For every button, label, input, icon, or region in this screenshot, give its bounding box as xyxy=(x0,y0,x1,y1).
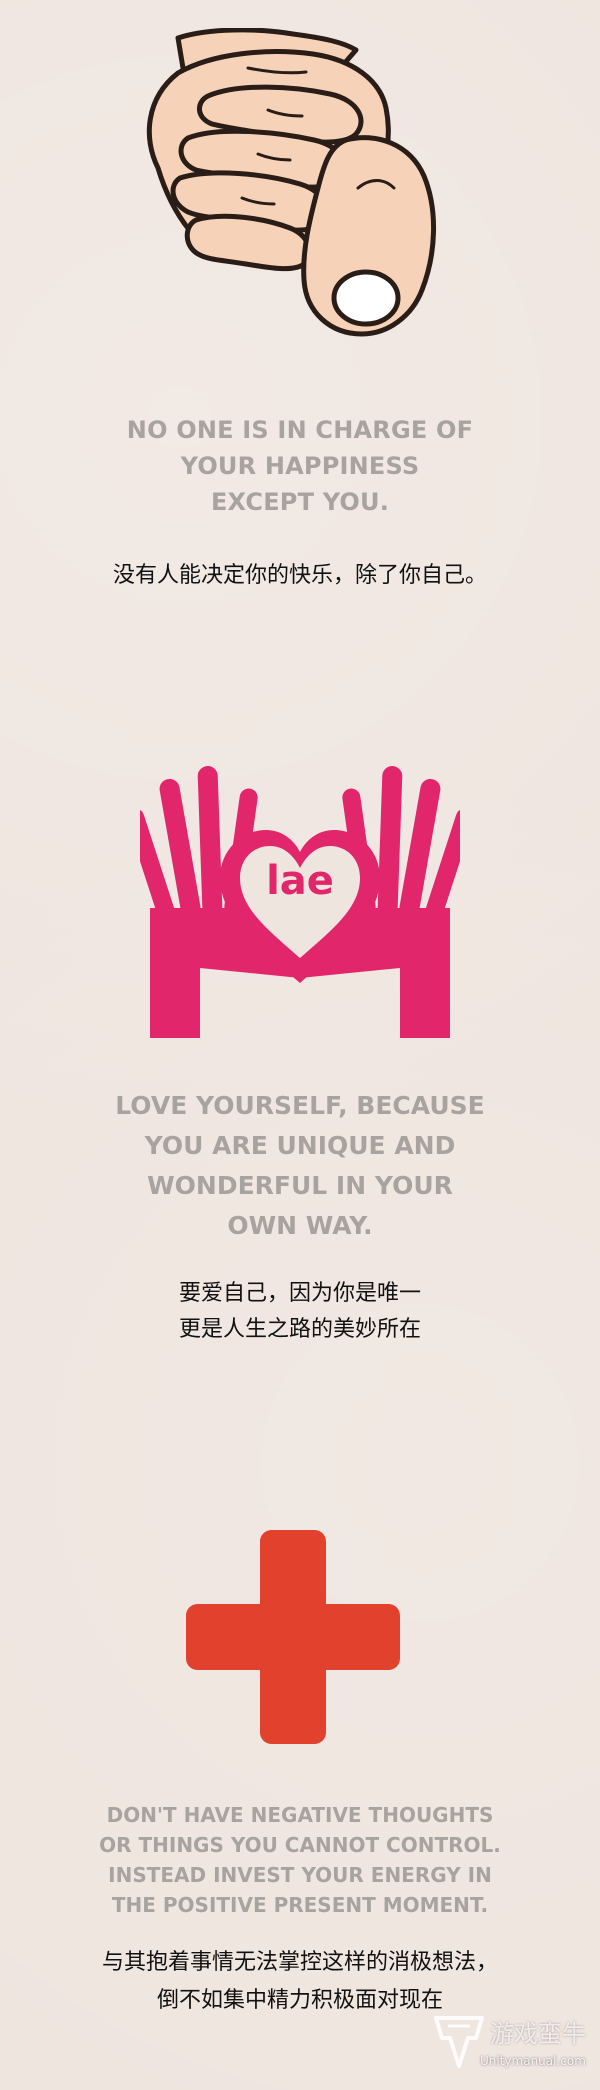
pointing-hand-icon xyxy=(146,28,437,337)
caption-english-line: EXCEPT YOU. xyxy=(210,488,390,516)
caption-chinese-line: 要爱自己，因为你是唯一 xyxy=(178,1281,421,1306)
watermark-title: 游戏蛮牛 xyxy=(490,2020,586,2048)
caption-english-line: THE POSITIVE PRESENT MOMENT. xyxy=(111,1893,489,1917)
watermark-url: Unitymanual.com xyxy=(480,2054,586,2068)
caption-english-line: OR THINGS YOU CANNOT CONTROL. xyxy=(99,1833,501,1857)
heart-hands-icon: lae xyxy=(140,766,460,1038)
caption-english-line: YOUR HAPPINESS xyxy=(180,452,420,480)
caption-chinese-3: 与其抱着事情无法掌控这样的消极想法， 倒不如集中精力积极面对现在 xyxy=(30,1944,570,2020)
caption-english-line: WONDERFUL IN YOUR xyxy=(147,1171,453,1200)
caption-chinese-line: 更是人生之路的美妙所在 xyxy=(178,1317,421,1342)
caption-english-line: INSTEAD INVEST YOUR ENERGY IN xyxy=(108,1863,492,1887)
caption-english-line: YOU ARE UNIQUE AND xyxy=(144,1131,456,1160)
heart-text: lae xyxy=(266,858,334,904)
watermark-logo-icon xyxy=(434,2016,484,2068)
caption-english-line: OWN WAY. xyxy=(227,1211,373,1240)
caption-english-line: NO ONE IS IN CHARGE OF xyxy=(126,416,474,444)
red-cross-icon xyxy=(186,1530,400,1744)
caption-chinese-line: 与其抱着事情无法掌控这样的消极想法， xyxy=(101,1950,498,1975)
caption-chinese-line: 倒不如集中精力积极面对现在 xyxy=(156,1988,443,2013)
caption-english-3: DON'T HAVE NEGATIVE THOUGHTS OR THINGS Y… xyxy=(50,1800,550,1920)
caption-english-line: LOVE YOURSELF, BECAUSE xyxy=(115,1091,485,1120)
caption-chinese-line: 没有人能决定你的快乐，除了你自己。 xyxy=(112,563,487,588)
caption-english-2: LOVE YOURSELF, BECAUSE YOU ARE UNIQUE AN… xyxy=(50,1086,550,1246)
caption-english-1: NO ONE IS IN CHARGE OF YOUR HAPPINESS EX… xyxy=(50,412,550,520)
caption-chinese-2: 要爱自己，因为你是唯一 更是人生之路的美妙所在 xyxy=(30,1276,570,1348)
watermark: 游戏蛮牛 Unitymanual.com xyxy=(430,2010,594,2082)
caption-english-line: DON'T HAVE NEGATIVE THOUGHTS xyxy=(106,1803,494,1827)
caption-chinese-1: 没有人能决定你的快乐，除了你自己。 xyxy=(30,560,570,592)
